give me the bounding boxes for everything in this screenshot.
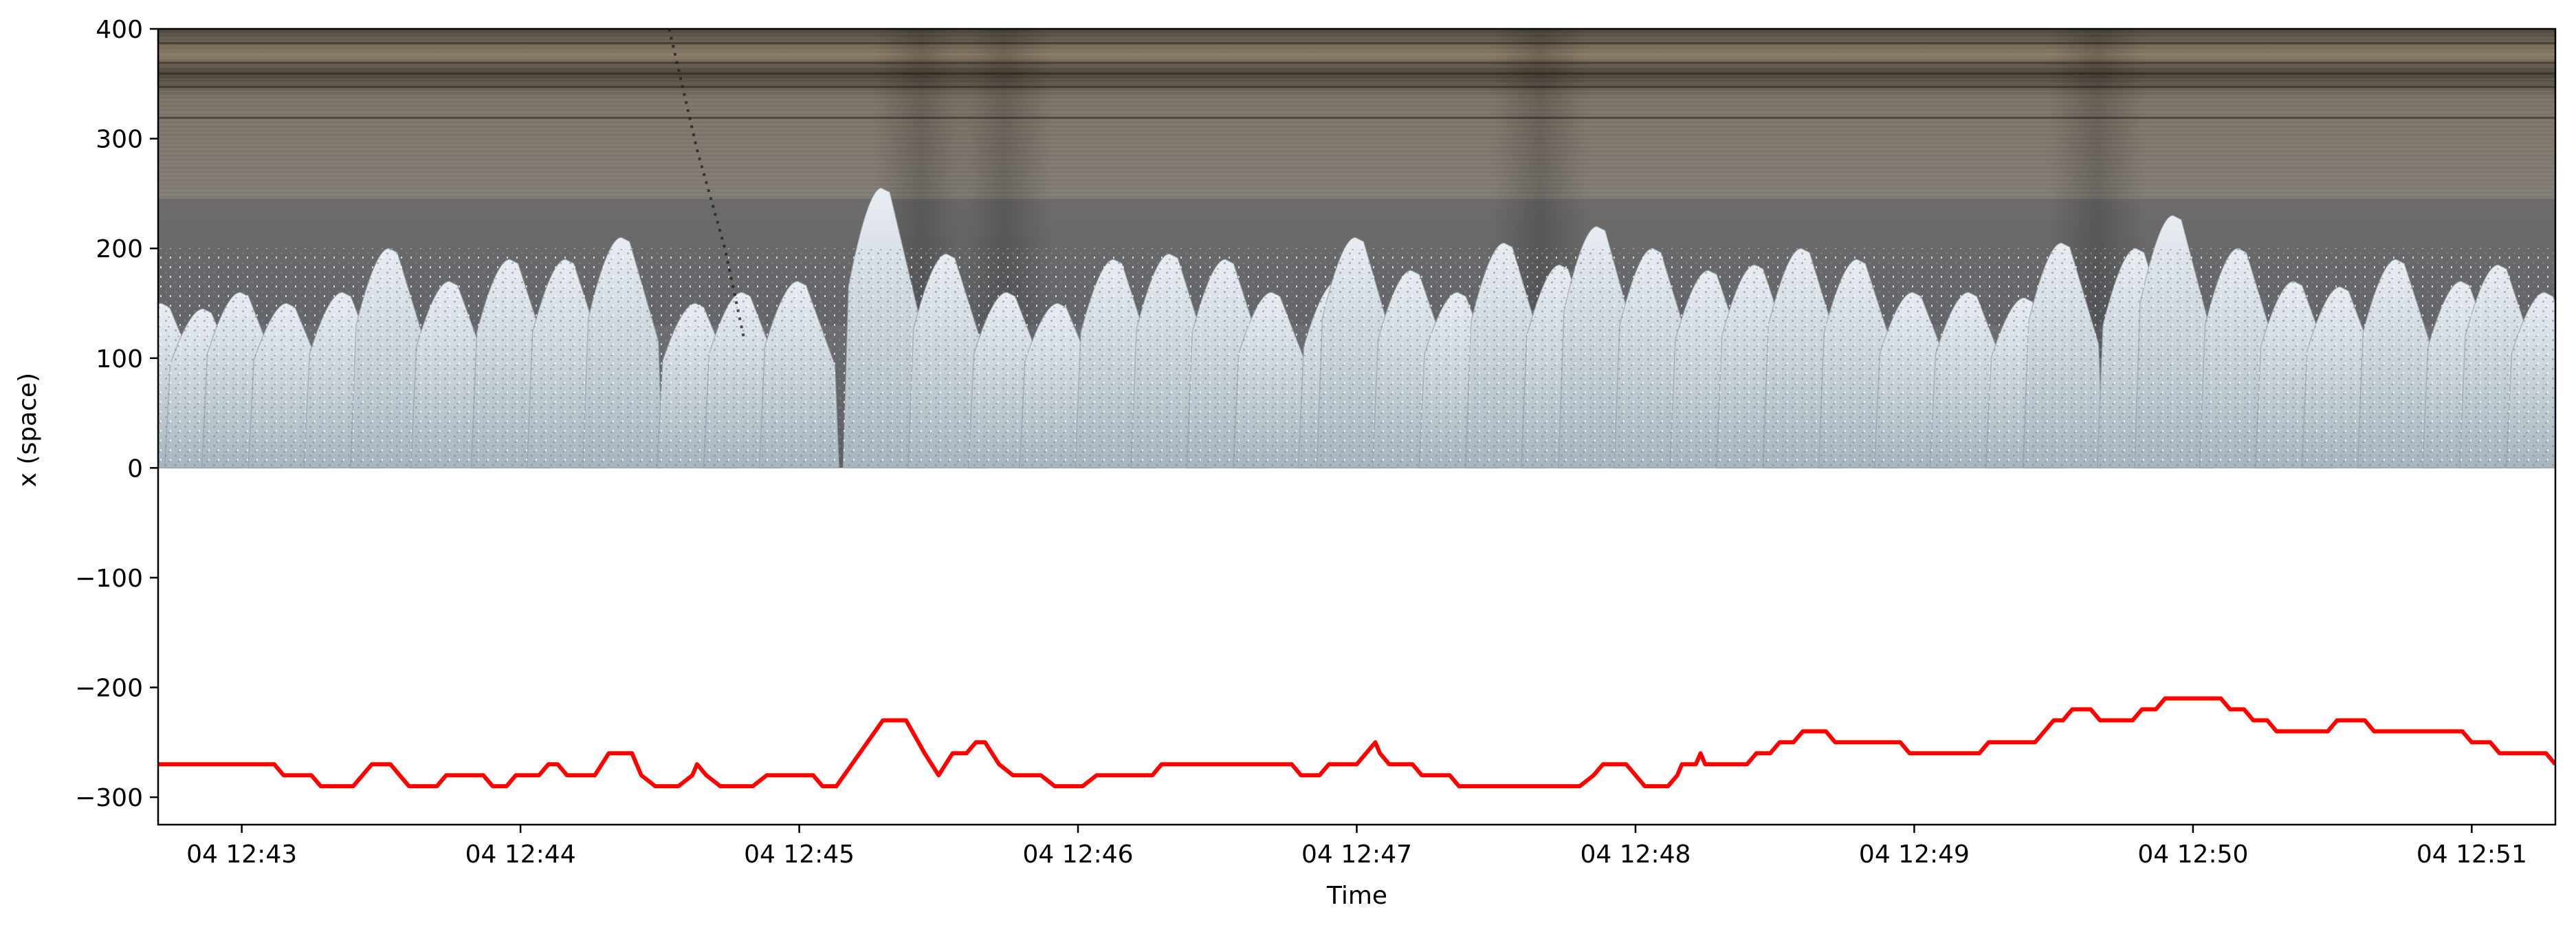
x-tick-label-6: 04 12:49	[1859, 840, 1970, 869]
y-tick-label-1: 300	[96, 126, 143, 154]
y-tick-label-4: 0	[127, 455, 143, 483]
x-axis-label: Time	[1326, 882, 1387, 910]
x-tick-label-2: 04 12:45	[744, 840, 855, 869]
y-axis-label: x (space)	[14, 373, 42, 487]
y-tick-label-6: −200	[75, 675, 143, 703]
image-dotted-track	[668, 29, 745, 337]
y-tick-label-0: 400	[96, 16, 143, 44]
x-tick-label-0: 04 12:43	[186, 840, 297, 869]
x-tick-label-3: 04 12:46	[1023, 840, 1134, 869]
red-line-series	[158, 696, 2555, 789]
x-axis: 04 12:43 04 12:44 04 12:45 04 12:46 04 12:47…	[186, 825, 2527, 869]
y-tick-label-2: 200	[96, 235, 143, 263]
image-streak-3	[158, 85, 2555, 88]
image-streak-1	[158, 61, 2555, 64]
x-tick-label-8: 04 12:51	[2417, 840, 2527, 869]
x-tick-label-1: 04 12:44	[465, 840, 576, 869]
y-axis: 400 300 200 100 0 −100 −200 −300	[75, 16, 158, 812]
image-streak-4	[158, 116, 2555, 119]
foam-texture	[158, 248, 2555, 468]
image-streak-2	[158, 72, 2555, 75]
y-tick-label-3: 100	[96, 345, 143, 373]
x-tick-label-4: 04 12:47	[1301, 840, 1412, 869]
image-streak-0	[158, 42, 2555, 45]
series-line-0	[158, 696, 2555, 789]
image-striations	[158, 29, 2555, 196]
space-time-image	[158, 29, 2555, 469]
x-tick-label-7: 04 12:50	[2137, 840, 2248, 869]
y-tick-label-5: −100	[75, 565, 143, 593]
y-tick-label-7: −300	[75, 784, 143, 812]
x-tick-label-5: 04 12:48	[1580, 840, 1691, 869]
